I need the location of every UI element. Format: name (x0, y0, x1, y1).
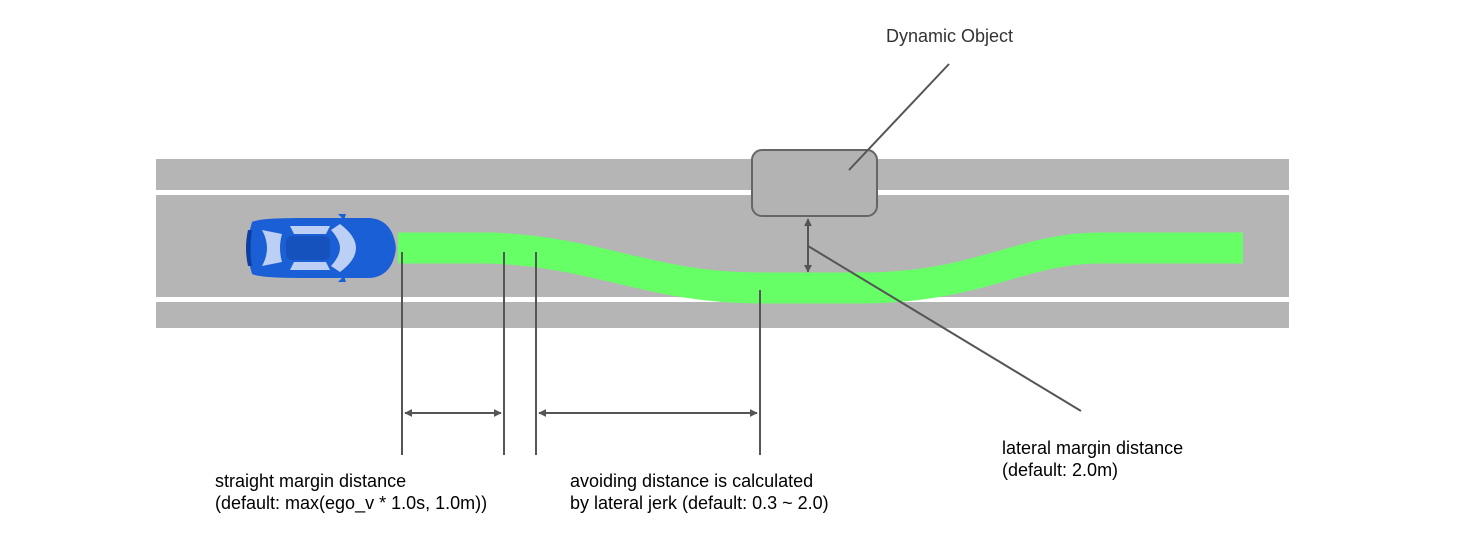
straight-margin-label: straight margin distance (default: max(e… (215, 470, 487, 514)
lateral-margin-leader-line (807, 245, 1082, 412)
avoiding-distance-label: avoiding distance is calculated by later… (570, 470, 829, 514)
dynamic-object-label: Dynamic Object (886, 26, 1014, 46)
avoidance-path (398, 232, 1243, 304)
lateral-margin-label-line2: (default: 2.0m) (1002, 460, 1119, 480)
dynamic-object-leader-line (848, 63, 950, 171)
lane-marking-top (156, 190, 1289, 195)
lateral-margin-label: lateral margin distance (default: 2.0m) (1002, 437, 1183, 481)
straight-margin-label-line1: straight margin distance (215, 471, 407, 491)
ego-vehicle-icon (246, 214, 396, 282)
lateral-margin-label-line1: lateral margin distance (1002, 438, 1184, 458)
dynamic-object (751, 149, 878, 217)
avoiding-distance-label-line1: avoiding distance is calculated (570, 471, 814, 491)
avoiding-distance-label-line2: by lateral jerk (default: 0.3 ~ 2.0) (570, 493, 829, 513)
straight-margin-label-line2: (default: max(ego_v * 1.0s, 1.0m)) (215, 493, 488, 513)
